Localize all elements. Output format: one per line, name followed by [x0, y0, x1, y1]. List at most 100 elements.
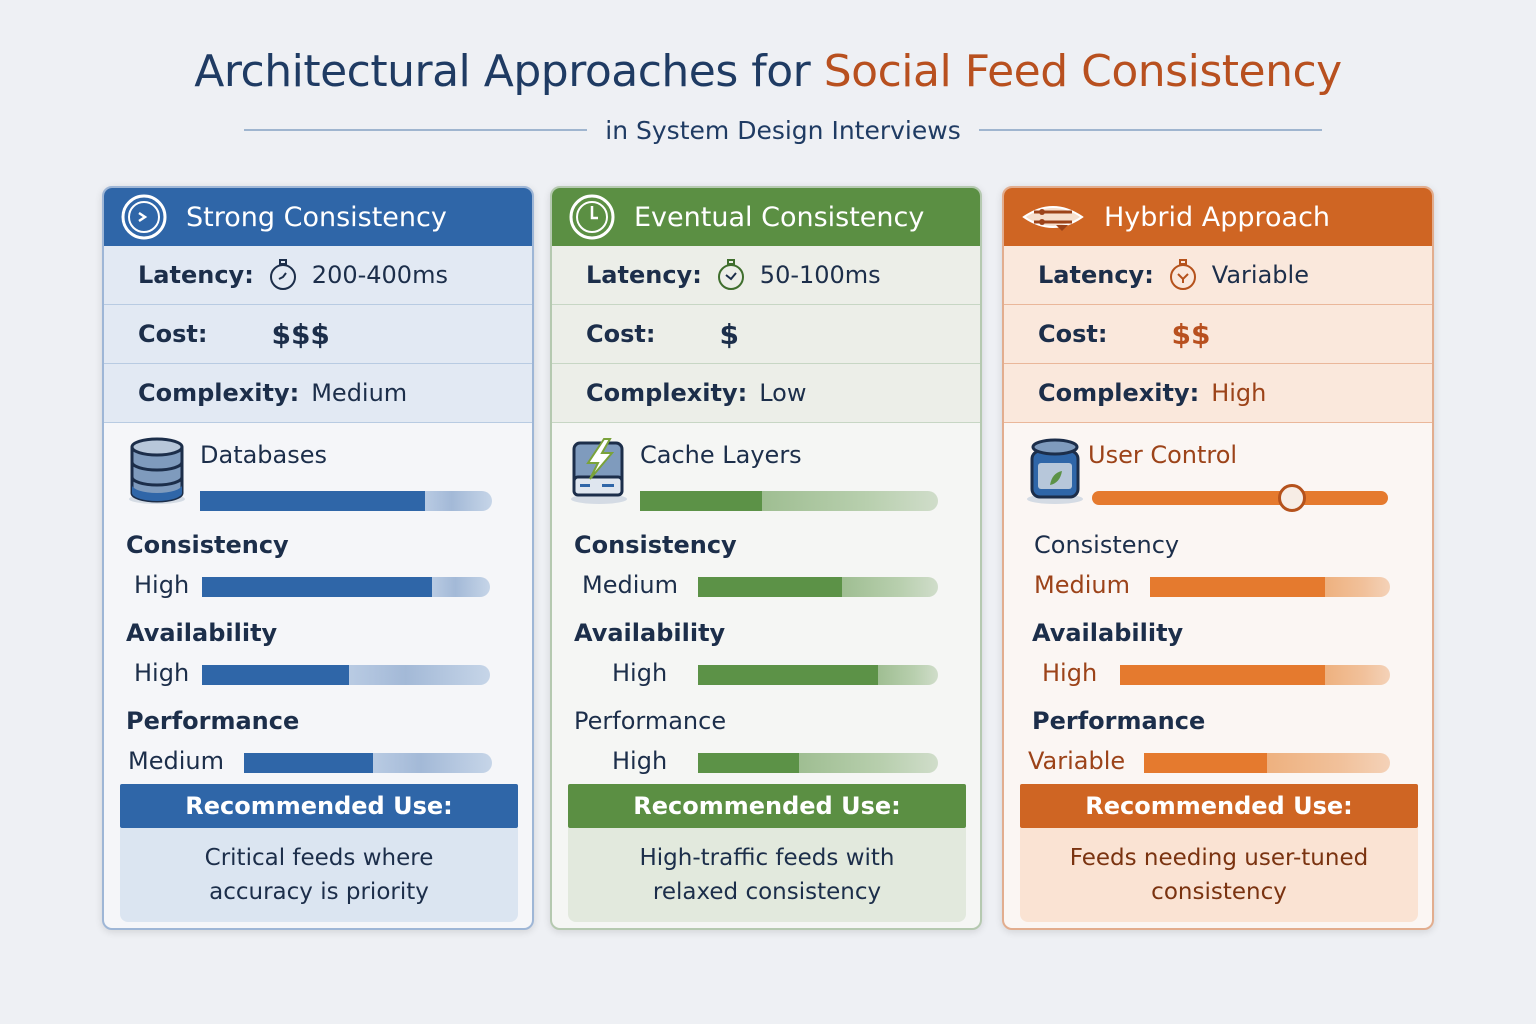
metric-consistency: Consistency Medium	[552, 523, 980, 611]
metric-name: Availability	[574, 619, 726, 647]
recommended-use-header: Recommended Use:	[120, 784, 518, 828]
feature-label: Databases	[200, 441, 328, 469]
metric-bar	[202, 577, 490, 597]
metric-bar	[1144, 753, 1390, 773]
metric-availability: Availability High	[552, 611, 980, 699]
metric-level: High	[612, 747, 668, 775]
hybrid-switch-icon	[1022, 206, 1084, 231]
complexity-row: Complexity: High	[1004, 364, 1432, 423]
metric-consistency: Consistency High	[104, 523, 532, 611]
complexity-value: Low	[759, 379, 807, 407]
metric-level: Variable	[1028, 747, 1126, 775]
page-title: Architectural Approaches for Social Feed…	[0, 46, 1536, 97]
metric-level: High	[612, 659, 668, 687]
metric-bar	[1150, 577, 1390, 597]
card-header: Hybrid Approach	[1004, 188, 1432, 246]
metric-consistency: Consistency Medium	[1004, 523, 1432, 611]
metric-performance: Performance Medium	[104, 699, 532, 787]
feature-user-control: User Control	[1004, 423, 1432, 523]
feature-label: Cache Layers	[640, 441, 802, 469]
metric-bar	[1120, 665, 1390, 685]
card-hybrid-approach: Hybrid Approach Latency: Variable Cost: …	[1002, 186, 1434, 930]
metric-level: High	[134, 571, 190, 599]
cost-row: Cost: $$$	[104, 305, 532, 364]
cost-label: Cost:	[1038, 320, 1108, 348]
latency-value: Variable	[1211, 261, 1309, 289]
recommended-use-text: Feeds needing user-tuned consistency	[1020, 828, 1418, 922]
metric-bar	[698, 665, 938, 685]
complexity-label: Complexity:	[586, 379, 748, 407]
metric-level: Medium	[1034, 571, 1130, 599]
metric-level: High	[134, 659, 190, 687]
clock-icon	[569, 194, 615, 240]
divider-left	[244, 129, 588, 131]
metric-availability: Availability High	[1004, 611, 1432, 699]
feature-bar	[200, 491, 492, 511]
feature-cache-layers: Cache Layers	[552, 423, 980, 523]
recommended-use-text: Critical feeds where accuracy is priorit…	[120, 828, 518, 922]
card-header: Strong Consistency	[104, 188, 532, 246]
card-title: Strong Consistency	[186, 201, 447, 233]
card-title: Eventual Consistency	[634, 201, 925, 233]
metric-bar	[202, 665, 490, 685]
metric-level: Medium	[582, 571, 678, 599]
latency-label: Latency:	[138, 261, 254, 289]
complexity-label: Complexity:	[138, 379, 300, 407]
stopwatch-icon	[1169, 259, 1196, 290]
metric-level: Medium	[128, 747, 224, 775]
cost-value: $	[719, 317, 739, 351]
card-eventual-consistency: Eventual Consistency Latency: 50-100ms C…	[550, 186, 982, 930]
complexity-value: Medium	[311, 379, 408, 407]
latency-value: 200-400ms	[311, 261, 448, 289]
title-main: Architectural Approaches for	[194, 46, 824, 97]
metric-performance: Performance High	[552, 699, 980, 787]
feature-label: User Control	[1088, 441, 1238, 469]
jar-icon	[1027, 438, 1083, 504]
metric-level: High	[1042, 659, 1098, 687]
metric-performance: Performance Variable	[1004, 699, 1432, 787]
metric-name: Consistency	[126, 531, 289, 559]
title-accent: Social Feed Consistency	[823, 46, 1342, 97]
metric-name: Consistency	[1034, 531, 1180, 559]
latency-value: 50-100ms	[759, 261, 881, 289]
recommended-use-header: Recommended Use:	[1020, 784, 1418, 828]
metric-availability: Availability High	[104, 611, 532, 699]
metric-name: Availability	[126, 619, 278, 647]
feature-bar	[640, 491, 938, 511]
page-subtitle: in System Design Interviews	[605, 115, 961, 145]
metric-bar	[698, 577, 938, 597]
latency-row: Latency: Variable	[1004, 246, 1432, 305]
cache-lightning-icon	[571, 438, 627, 504]
stopwatch-icon	[717, 259, 744, 290]
divider-right	[978, 129, 1323, 131]
cost-label: Cost:	[586, 320, 656, 348]
metric-name: Consistency	[574, 531, 737, 559]
metric-name: Performance	[1032, 707, 1206, 735]
clock-icon	[121, 194, 167, 240]
metric-bar	[698, 753, 938, 773]
card-header: Eventual Consistency	[552, 188, 980, 246]
database-icon	[129, 437, 185, 504]
recommended-use-text: High-traffic feeds with relaxed consiste…	[568, 828, 966, 922]
latency-label: Latency:	[1038, 261, 1154, 289]
cost-row: Cost: $	[552, 305, 980, 364]
latency-label: Latency:	[586, 261, 702, 289]
metric-bar	[244, 753, 492, 773]
stopwatch-icon	[269, 259, 296, 290]
cost-row: Cost: $$	[1004, 305, 1432, 364]
user-control-slider-handle[interactable]	[1278, 484, 1306, 512]
subtitle-row: in System Design Interviews	[244, 112, 1323, 148]
card-title: Hybrid Approach	[1104, 201, 1331, 233]
metric-name: Performance	[126, 707, 300, 735]
feature-databases: Databases	[104, 423, 532, 523]
card-strong-consistency: Strong Consistency Latency: 200-400ms Co…	[102, 186, 534, 930]
complexity-row: Complexity: Medium	[104, 364, 532, 423]
metric-name: Availability	[1032, 619, 1184, 647]
user-control-slider-track[interactable]	[1092, 491, 1388, 505]
metric-name: Performance	[574, 707, 727, 735]
latency-row: Latency: 200-400ms	[104, 246, 532, 305]
complexity-label: Complexity:	[1038, 379, 1200, 407]
cost-value: $$$	[271, 317, 330, 351]
recommended-use-header: Recommended Use:	[568, 784, 966, 828]
cost-value: $$	[1171, 317, 1211, 351]
